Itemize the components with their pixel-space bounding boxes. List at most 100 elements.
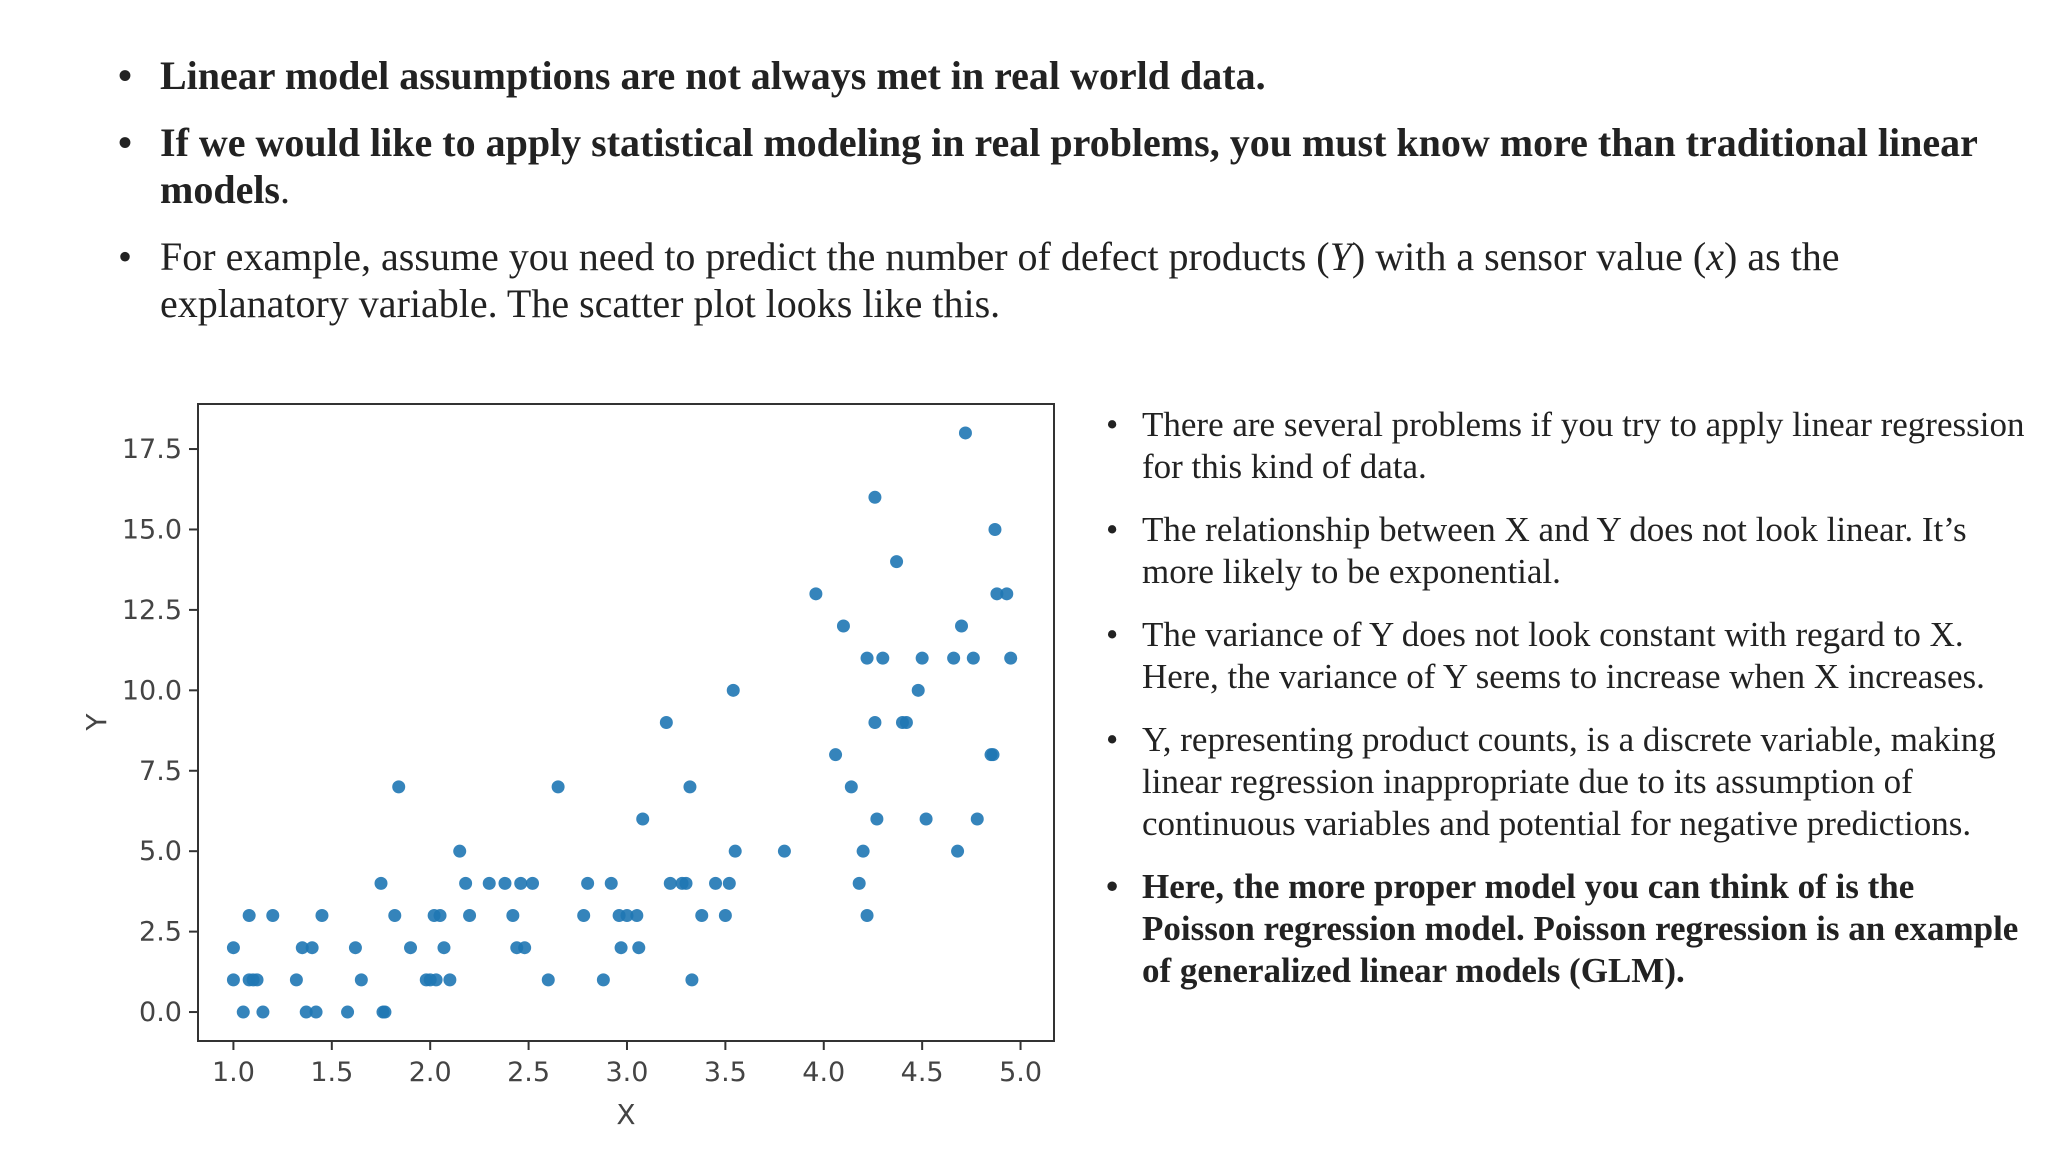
data-point (596, 973, 610, 987)
data-point (388, 909, 402, 923)
data-point (226, 973, 240, 987)
bullet-marker: • (1106, 405, 1119, 444)
bullet-variance: • The variance of Y does not look consta… (1106, 614, 2026, 698)
bullet-marker: • (1106, 720, 1119, 759)
data-point (482, 876, 496, 890)
data-point (860, 651, 874, 665)
data-point (404, 941, 418, 955)
x-tick-label: 2.0 (409, 1057, 452, 1088)
bullet-marker: • (118, 234, 133, 279)
data-point (437, 941, 451, 955)
data-point (620, 909, 634, 923)
data-point (1004, 651, 1018, 665)
bullet-marker: • (118, 120, 133, 165)
data-point (955, 619, 969, 633)
data-point (429, 973, 443, 987)
data-point (506, 909, 520, 923)
bullet-text: Here, the more proper model you can thin… (1142, 867, 2019, 990)
data-point (663, 876, 677, 890)
x-tick-label: 2.5 (507, 1057, 550, 1088)
data-point (614, 941, 628, 955)
data-point (836, 619, 850, 633)
data-point (315, 909, 329, 923)
data-point (915, 651, 929, 665)
y-axis-ticks: 0.0 2.5 5.0 7.5 10.0 12.5 15.0 17.5 (122, 434, 198, 1028)
bullet-problems: • There are several problems if you try … (1106, 404, 2026, 488)
bullet-discrete: • Y, representing product counts, is a d… (1106, 719, 2026, 845)
x-tick-label: 3.0 (606, 1057, 649, 1088)
y-tick-label: 0.0 (139, 997, 182, 1028)
x-tick-label: 1.0 (212, 1057, 255, 1088)
x-tick-label: 5.0 (999, 1057, 1042, 1088)
y-tick-label: 2.5 (139, 917, 182, 948)
data-point (809, 587, 823, 601)
data-point (498, 876, 512, 890)
top-bullet-list: • Linear model assumptions are not alway… (118, 52, 2018, 347)
y-tick-label: 7.5 (139, 756, 182, 787)
bullet-text-tail: . (280, 167, 290, 212)
data-point (988, 522, 1002, 536)
data-point (256, 1005, 270, 1019)
data-point (266, 909, 280, 923)
data-point (632, 941, 646, 955)
y-tick-label: 10.0 (122, 675, 182, 706)
data-point (453, 844, 467, 858)
data-point (890, 555, 904, 569)
variable-y: Y (1329, 234, 1352, 279)
bullet-text: There are several problems if you try to… (1142, 405, 2025, 486)
data-point (250, 973, 264, 987)
data-point (636, 812, 650, 826)
data-point (709, 876, 723, 890)
y-tick-label: 15.0 (122, 514, 182, 545)
data-point (581, 876, 595, 890)
bullet-poisson: • Here, the more proper model you can th… (1106, 866, 2026, 992)
data-point (299, 1005, 313, 1019)
bullet-text: The variance of Y does not look constant… (1142, 615, 1985, 696)
data-point (289, 973, 303, 987)
data-point (722, 876, 736, 890)
data-point (374, 876, 388, 890)
y-tick-label: 17.5 (122, 434, 182, 465)
data-point (443, 973, 457, 987)
data-point (852, 876, 866, 890)
data-point (433, 909, 447, 923)
data-point (958, 426, 972, 440)
data-point (695, 909, 709, 923)
data-point (986, 748, 1000, 762)
bullet-marker: • (1106, 867, 1119, 906)
bullet-text-part: For example, assume you need to predict … (160, 234, 1330, 279)
data-point (685, 973, 699, 987)
data-point (226, 941, 240, 955)
data-point (726, 683, 740, 697)
bullet-marker: • (1106, 615, 1119, 654)
data-point (919, 812, 933, 826)
data-point (604, 876, 618, 890)
bullet-marker: • (1106, 510, 1119, 549)
data-point (577, 909, 591, 923)
data-point (348, 941, 362, 955)
data-point (868, 490, 882, 504)
data-point (876, 651, 890, 665)
data-point (870, 812, 884, 826)
bullet-text: Y, representing product counts, is a dis… (1142, 720, 1996, 843)
data-point (463, 909, 477, 923)
data-point (860, 909, 874, 923)
data-point (856, 844, 870, 858)
data-point (659, 716, 673, 729)
x-tick-label: 1.5 (310, 1057, 353, 1088)
y-tick-label: 5.0 (139, 836, 182, 867)
data-point (679, 876, 693, 890)
data-point (551, 780, 565, 794)
data-point (341, 1005, 355, 1019)
data-point (718, 909, 732, 923)
x-axis-label: X (616, 1098, 635, 1131)
data-point (947, 651, 961, 665)
x-axis-ticks: 1.0 1.5 2.0 2.5 3.0 3.5 4.0 4.5 5.0 (212, 1041, 1042, 1088)
right-bullet-list: • There are several problems if you try … (1106, 404, 2026, 1013)
bullet-text: The relationship between X and Y does no… (1142, 510, 1967, 591)
y-tick-label: 12.5 (122, 595, 182, 626)
data-point (728, 844, 742, 858)
data-points (226, 426, 1018, 1019)
bullet-real-problems: • If we would like to apply statistical … (118, 119, 2018, 213)
data-point (236, 1005, 250, 1019)
